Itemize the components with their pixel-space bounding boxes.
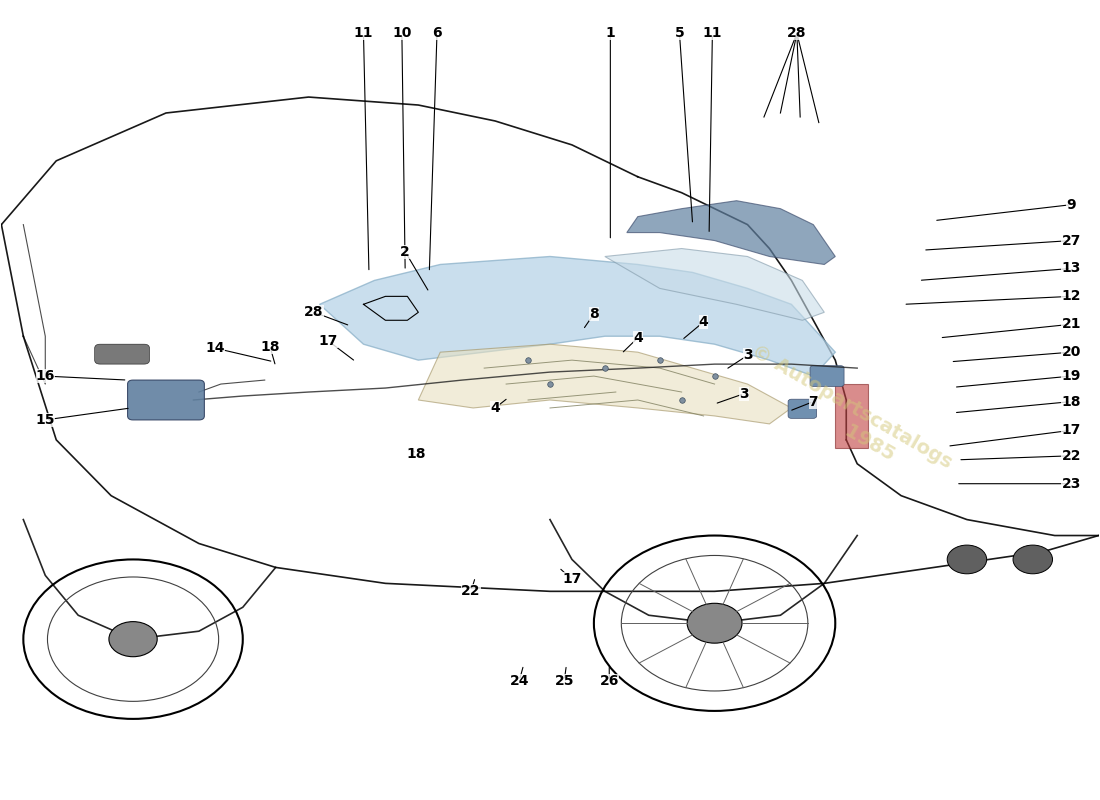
- Text: 18: 18: [261, 340, 280, 354]
- Text: 17: 17: [319, 334, 338, 348]
- Polygon shape: [835, 384, 868, 448]
- Text: 6: 6: [432, 26, 442, 40]
- Text: 24: 24: [509, 674, 529, 688]
- Text: 11: 11: [703, 26, 722, 40]
- Text: 7: 7: [808, 394, 818, 409]
- Text: 14: 14: [206, 341, 225, 355]
- Text: 27: 27: [1062, 234, 1081, 247]
- Text: 21: 21: [1062, 318, 1081, 331]
- Text: 11: 11: [354, 26, 373, 40]
- FancyBboxPatch shape: [810, 366, 844, 386]
- Text: 3: 3: [739, 386, 749, 401]
- Text: 4: 4: [698, 315, 708, 329]
- Text: 20: 20: [1062, 345, 1081, 359]
- Text: 4: 4: [632, 331, 642, 345]
- Text: 3: 3: [742, 348, 752, 362]
- Text: 23: 23: [1062, 477, 1081, 490]
- Text: 8: 8: [588, 307, 598, 321]
- FancyBboxPatch shape: [95, 344, 150, 364]
- Text: 19: 19: [1062, 369, 1081, 383]
- Text: © Autopartscatalogs
          1985: © Autopartscatalogs 1985: [737, 341, 956, 491]
- Text: 18: 18: [1062, 394, 1081, 409]
- Text: 25: 25: [554, 674, 574, 688]
- Text: 13: 13: [1062, 262, 1081, 275]
- Polygon shape: [418, 344, 791, 424]
- Polygon shape: [320, 257, 835, 376]
- Polygon shape: [627, 201, 835, 265]
- Text: 1: 1: [605, 26, 615, 40]
- Text: 28: 28: [788, 26, 806, 40]
- Circle shape: [947, 545, 987, 574]
- Text: 5: 5: [674, 26, 684, 40]
- Circle shape: [688, 603, 742, 643]
- Text: 9: 9: [1066, 198, 1076, 212]
- Text: 18: 18: [406, 447, 426, 462]
- Polygon shape: [605, 249, 824, 320]
- FancyBboxPatch shape: [128, 380, 205, 420]
- Text: 17: 17: [1062, 423, 1081, 438]
- Text: 22: 22: [461, 584, 481, 598]
- Text: 22: 22: [1062, 449, 1081, 463]
- Text: 16: 16: [35, 369, 55, 383]
- Text: 26: 26: [600, 674, 619, 688]
- Text: 15: 15: [35, 413, 55, 427]
- Circle shape: [1013, 545, 1053, 574]
- FancyBboxPatch shape: [788, 399, 816, 418]
- Text: 12: 12: [1062, 290, 1081, 303]
- Text: 28: 28: [305, 306, 323, 319]
- Text: 10: 10: [393, 26, 411, 40]
- Text: 4: 4: [491, 401, 501, 415]
- Text: 2: 2: [400, 245, 410, 258]
- Circle shape: [109, 622, 157, 657]
- Text: 17: 17: [562, 572, 582, 586]
